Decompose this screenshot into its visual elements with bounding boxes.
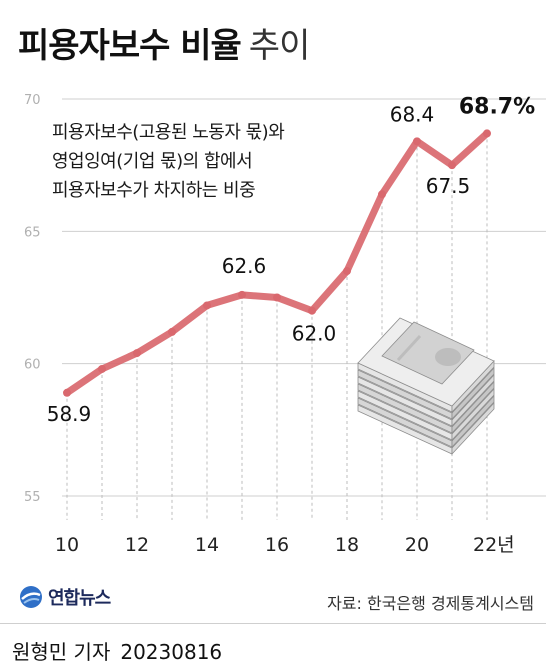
data-point [133, 349, 141, 358]
x-tick-label: 10 [55, 534, 79, 556]
y-tick-label: 70 [24, 93, 41, 108]
reporter-name: 원형민 기자 [12, 640, 111, 664]
bill-edge-side [451, 401, 495, 456]
data-label: 62.6 [222, 254, 267, 278]
bill-print [381, 321, 475, 385]
title-sub: 추이 [248, 26, 311, 66]
data-labels: 58.9 62.6 62.0 68.4 67.5 68.7% [47, 94, 535, 425]
data-point [98, 364, 106, 373]
bill-band [396, 334, 422, 362]
byline: 원형민 기자 20230816 [12, 636, 222, 665]
publish-date: 20230816 [120, 640, 223, 664]
y-tick-label: 55 [24, 490, 41, 505]
data-label: 58.9 [47, 402, 92, 426]
yonhap-logo: 연합뉴스 [18, 584, 111, 610]
note-line: 피용자보수가 차지하는 비중 [52, 180, 256, 201]
note-line: 피용자보수(고용된 노동자 몫)와 [52, 122, 285, 143]
data-point [413, 137, 421, 146]
chart-note: 피용자보수(고용된 노동자 몫)와 영업잉여(기업 몫)의 합에서 피용자보수가… [52, 118, 285, 205]
x-tick-label: 18 [335, 534, 359, 556]
data-point [203, 301, 211, 310]
data-point [343, 267, 351, 276]
bill-edge-side [451, 387, 495, 442]
bill-edge-side [451, 394, 495, 449]
bill-portrait [435, 348, 461, 366]
globe-logo-icon [20, 586, 42, 608]
x-axis-ticks: 10 12 14 16 18 20 22년 [55, 534, 515, 556]
data-point [308, 306, 316, 315]
bill-edge-side [451, 366, 495, 421]
chart-title: 피용자보수 비율 추이 [18, 18, 311, 67]
data-label: 67.5 [426, 174, 471, 198]
title-main: 피용자보수 비율 [18, 26, 242, 66]
x-tick-label: 22년 [473, 534, 515, 556]
y-tick-label: 60 [24, 358, 41, 373]
x-tick-label: 12 [125, 534, 149, 556]
x-tick-label: 14 [195, 534, 219, 556]
bill-edge-side [451, 373, 495, 428]
logo-text: 연합뉴스 [48, 588, 111, 609]
data-point [238, 290, 246, 299]
data-point [63, 388, 71, 397]
y-axis-ticks: 55 60 65 70 [24, 93, 41, 505]
data-label: 62.0 [292, 322, 337, 346]
banknote-stack-icon [357, 317, 495, 456]
footer-divider [0, 623, 546, 624]
data-point [448, 161, 456, 170]
x-tick-label: 16 [265, 534, 289, 556]
source-note: 자료: 한국은행 경제통계시스템 [327, 594, 534, 613]
data-point [168, 327, 176, 336]
note-line: 영업잉여(기업 몫)의 합에서 [52, 151, 253, 172]
series-line [63, 129, 491, 397]
data-point [378, 190, 386, 199]
y-tick-label: 65 [24, 225, 41, 240]
data-point [273, 293, 281, 302]
bill-edge-side [451, 380, 495, 435]
data-point [483, 129, 491, 138]
data-label: 68.4 [390, 102, 435, 126]
data-label: 68.7% [459, 94, 535, 119]
x-tick-label: 20 [405, 534, 429, 556]
